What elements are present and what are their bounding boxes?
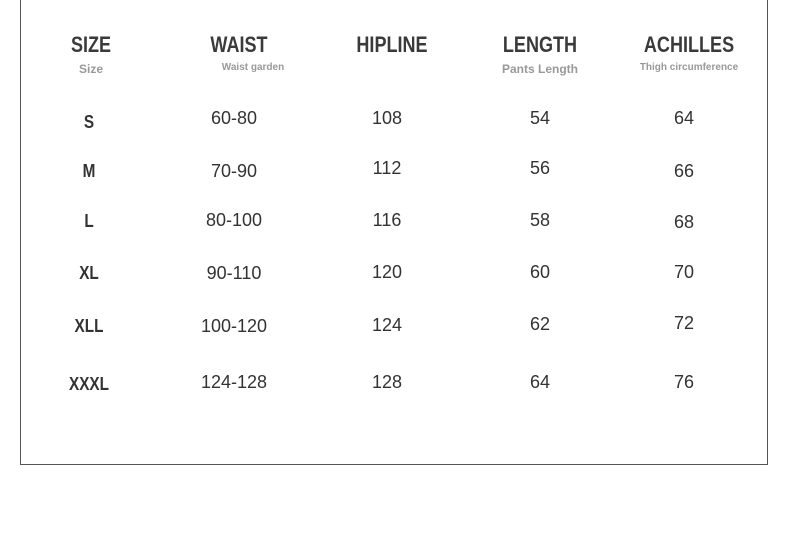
table-cell: 72: [673, 313, 695, 333]
column-header: HIPLINE: [356, 32, 428, 57]
table-cell: 90-110: [206, 263, 262, 283]
table-cell: 66: [673, 161, 695, 181]
column-header: SIZE: [70, 32, 112, 57]
table-cell: 100-120: [200, 316, 268, 336]
size-label: S: [83, 112, 95, 132]
table-cell: 54: [529, 108, 551, 128]
table-cell: 56: [529, 158, 551, 178]
table-cell: 64: [673, 108, 695, 128]
table-cell: 76: [673, 372, 695, 392]
table-cell: 80-100: [205, 210, 263, 230]
table-cell: 70: [673, 262, 695, 282]
table-cell: 120: [371, 262, 403, 282]
table-cell: 58: [529, 210, 551, 230]
column-subheader: Size: [78, 62, 103, 76]
column-subheader: Thigh circumference: [639, 62, 739, 73]
table-cell: 112: [372, 158, 402, 178]
size-label: XXXL: [69, 374, 109, 394]
size-label: M: [82, 161, 96, 181]
table-cell: 68: [673, 212, 695, 232]
column-header: ACHILLES: [643, 32, 735, 57]
table-cell: 64: [529, 372, 551, 392]
table-cell: 116: [372, 210, 402, 230]
table-cell: 128: [371, 372, 403, 392]
table-cell: 70-90: [210, 161, 258, 181]
column-header: LENGTH: [502, 32, 578, 57]
table-cell: 108: [371, 108, 403, 128]
table-cell: 124: [371, 315, 403, 335]
table-cell: 60: [529, 262, 551, 282]
size-chart-frame: [20, 0, 768, 465]
table-cell: 124-128: [200, 372, 268, 392]
column-header: WAIST: [210, 32, 268, 57]
column-subheader: Pants Length: [501, 62, 578, 76]
size-label: XLL: [74, 316, 104, 336]
table-cell: 60-80: [210, 108, 258, 128]
size-label: L: [84, 211, 94, 231]
column-subheader: Waist garden: [221, 62, 285, 73]
table-cell: 62: [529, 314, 551, 334]
size-label: XL: [79, 263, 99, 283]
